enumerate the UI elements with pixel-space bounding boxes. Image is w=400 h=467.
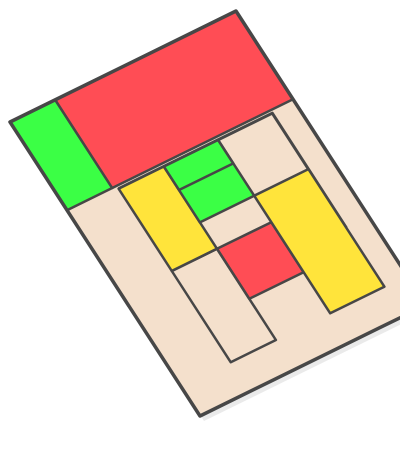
yellow-block-icon[interactable] <box>252 167 386 315</box>
empty-slot-top <box>162 138 235 192</box>
empty-slot-bottom <box>170 247 278 364</box>
board-outline <box>8 9 400 418</box>
